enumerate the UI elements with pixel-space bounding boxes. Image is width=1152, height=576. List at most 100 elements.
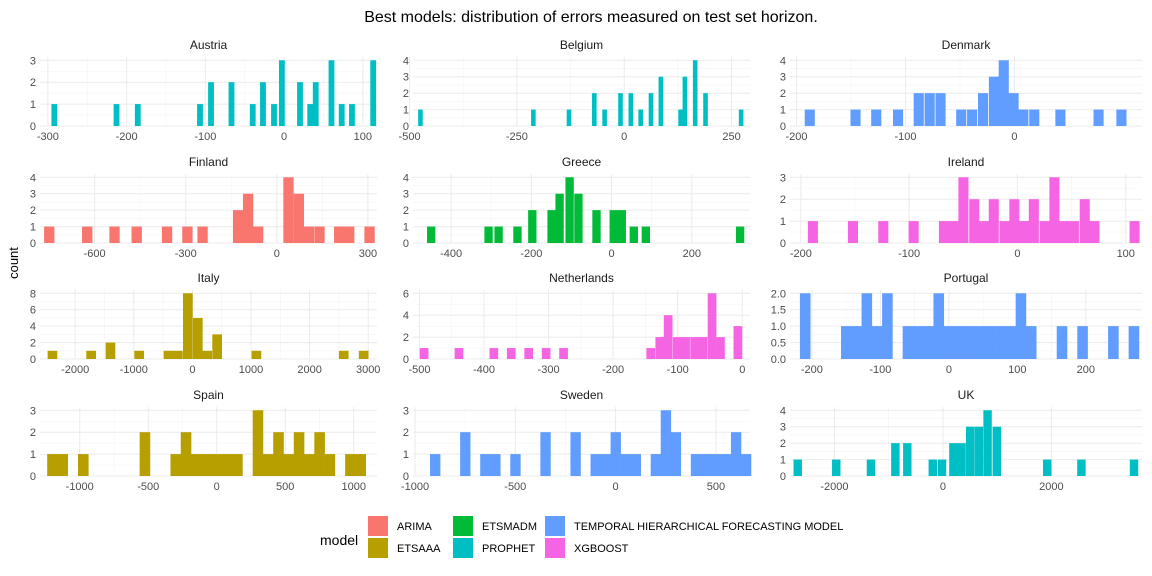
- histogram-bar: [314, 432, 325, 476]
- histogram-bar: [262, 454, 274, 476]
- y-tick-label: 4: [403, 172, 409, 184]
- histogram-bar: [978, 221, 990, 243]
- histogram-bar: [565, 177, 574, 243]
- histogram-bar: [692, 60, 698, 126]
- y-tick-label: 4: [403, 310, 409, 322]
- histogram-bar: [938, 221, 949, 243]
- x-tick-label: 0: [940, 481, 946, 493]
- histogram-bar: [1005, 326, 1016, 359]
- x-tick-label: 500: [276, 481, 294, 493]
- histogram-bar: [345, 454, 356, 476]
- histogram-bar: [419, 348, 429, 359]
- histogram-bar: [163, 350, 174, 359]
- histogram-bar: [328, 60, 335, 126]
- histogram-bar: [494, 226, 503, 243]
- x-tick-label: -2000: [820, 481, 848, 493]
- x-tick-label: 1000: [341, 481, 365, 493]
- histogram-bar: [716, 337, 725, 359]
- x-tick-label: 0: [613, 481, 619, 493]
- legend-label-prophet: PROPHET: [482, 543, 535, 555]
- x-tick-label: 0: [281, 131, 287, 143]
- y-tick-label: 3: [30, 189, 36, 201]
- panel-sweden: Sweden -1000 -500 0 500 0 1 2 3: [401, 388, 752, 493]
- panel-ireland: Ireland -200 -100 0 100 0 1 2 3: [780, 155, 1142, 260]
- histogram-bar: [841, 326, 852, 359]
- histogram-bar: [891, 443, 900, 476]
- y-tick-label: 1: [403, 105, 409, 117]
- y-tick-label: 3: [780, 72, 786, 84]
- histogram-bar: [617, 210, 626, 243]
- histogram-bar: [851, 326, 862, 359]
- y-tick-label: 1: [780, 105, 786, 117]
- histogram-bar: [956, 109, 967, 126]
- histogram-bar: [197, 104, 203, 126]
- y-tick-label: 2: [30, 77, 36, 89]
- histogram-bar: [793, 459, 802, 476]
- y-tick-label: 1: [403, 222, 409, 234]
- histogram-bar: [966, 426, 975, 476]
- y-tick-label: 3: [780, 422, 786, 434]
- histogram-bar: [912, 326, 924, 359]
- panel-spain: Spain -1000 -500 0 500 1000 0 1 2 3: [30, 388, 377, 493]
- histogram-bar: [183, 293, 193, 359]
- histogram-bar: [197, 226, 208, 243]
- histogram-bar: [807, 221, 818, 243]
- histogram-bar: [555, 193, 564, 243]
- histogram-bar: [251, 350, 262, 359]
- histogram-bar: [913, 93, 924, 126]
- histogram-bar: [201, 454, 212, 476]
- histogram-bar: [173, 350, 183, 359]
- x-tick-label: -100: [194, 131, 216, 143]
- facet-label: Greece: [562, 155, 602, 169]
- histogram-bar: [490, 454, 501, 476]
- histogram-bar: [937, 459, 947, 476]
- facet-label: Belgium: [560, 38, 603, 52]
- histogram-bar: [703, 93, 708, 126]
- x-tick-label: -200: [602, 364, 624, 376]
- histogram-bar: [1019, 221, 1030, 243]
- histogram-bar: [338, 350, 349, 359]
- histogram-bar: [618, 93, 623, 126]
- histogram-bar: [271, 104, 277, 126]
- x-tick-label: -200: [801, 364, 823, 376]
- x-tick-label: -200: [790, 248, 812, 260]
- y-tick-label: 4: [780, 405, 786, 417]
- histogram-bar: [47, 454, 58, 476]
- legend-key-etsaaa: [368, 538, 388, 558]
- legend-key-etsmadm: [453, 516, 473, 536]
- y-tick-label: 1.5: [771, 305, 786, 317]
- histogram-bar: [998, 60, 1009, 126]
- histogram-bar: [249, 104, 256, 126]
- histogram-bar: [531, 109, 536, 126]
- y-tick-label: 2: [30, 427, 36, 439]
- histogram-bar: [935, 93, 946, 126]
- y-tick-label: 6: [403, 288, 409, 300]
- y-tick-label: 2: [403, 427, 409, 439]
- y-tick-label: 2: [780, 438, 786, 450]
- x-tick-label: -200: [786, 131, 808, 143]
- facet-label: Portugal: [944, 271, 989, 285]
- histogram-bar: [866, 459, 876, 476]
- histogram-bar: [630, 454, 641, 476]
- x-tick-label: -100: [869, 364, 891, 376]
- legend-label-etsaaa: ETSAAA: [397, 543, 441, 555]
- legend-key-temporal-hierarchical-forecasting-model: [545, 516, 565, 536]
- x-tick-label: -300: [37, 131, 59, 143]
- histogram-bar: [113, 104, 120, 126]
- y-tick-label: 0: [30, 238, 36, 250]
- legend-label-xgboost: XGBOOST: [574, 543, 629, 555]
- histogram-bar: [641, 226, 651, 243]
- x-tick-label: -500: [399, 131, 421, 143]
- histogram-bar: [134, 350, 145, 359]
- histogram-bar: [273, 432, 284, 476]
- histogram-bar: [192, 317, 203, 359]
- histogram-bar: [547, 210, 556, 243]
- panel-austria: Austria -300 -200 -100 0 100 0 1 2 3: [30, 38, 377, 143]
- x-tick-label: -250: [506, 131, 528, 143]
- legend-label-temporal-hierarchical-forecasting-model: TEMPORAL HIERARCHICAL FORECASTING MODEL: [574, 521, 843, 533]
- y-tick-label: 0: [780, 238, 786, 250]
- histogram-bar: [355, 454, 366, 476]
- histogram-bar: [628, 93, 634, 126]
- histogram-bar: [928, 459, 938, 476]
- histogram-bar: [524, 348, 534, 359]
